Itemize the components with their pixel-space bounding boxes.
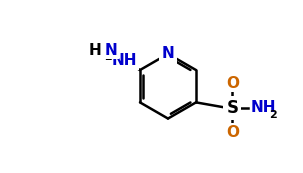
- Text: NH: NH: [251, 100, 276, 115]
- Text: NH: NH: [112, 53, 137, 67]
- Text: S: S: [226, 99, 238, 117]
- Text: 2: 2: [104, 52, 112, 62]
- Text: 2: 2: [269, 110, 277, 120]
- Text: O: O: [226, 125, 239, 140]
- Text: O: O: [226, 76, 239, 91]
- Text: N: N: [104, 43, 117, 57]
- Text: N: N: [161, 46, 174, 61]
- Text: H: H: [89, 43, 102, 57]
